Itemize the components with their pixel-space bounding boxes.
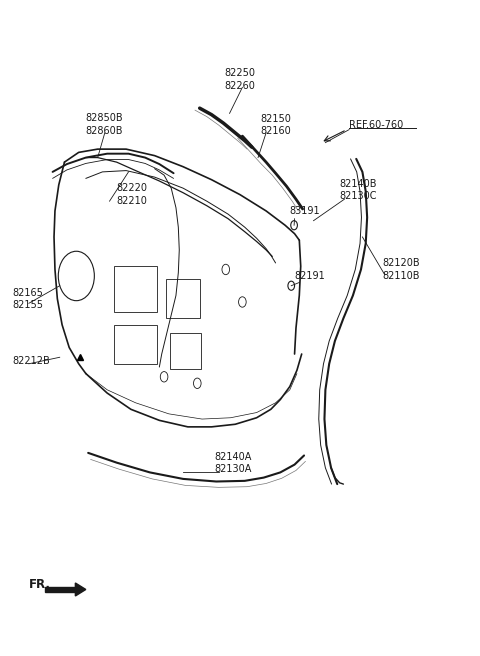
Text: 82150
82160: 82150 82160 [261, 114, 291, 136]
Polygon shape [75, 583, 86, 596]
Text: 82220
82210: 82220 82210 [117, 184, 148, 206]
Bar [167, 279, 200, 318]
Text: 82850B
82860B: 82850B 82860B [86, 113, 123, 136]
Text: 82250
82260: 82250 82260 [225, 68, 255, 91]
Text: 83191: 83191 [290, 206, 321, 216]
Text: 82120B
82110B: 82120B 82110B [383, 258, 420, 281]
Text: 82165
82155: 82165 82155 [12, 287, 43, 310]
Polygon shape [46, 587, 76, 592]
Text: FR.: FR. [29, 579, 51, 592]
Text: 82212B: 82212B [12, 356, 50, 365]
Text: 82140A
82130A: 82140A 82130A [214, 452, 252, 474]
Bar [170, 333, 201, 369]
Text: 82191: 82191 [295, 271, 325, 281]
Text: 82140B
82130C: 82140B 82130C [340, 179, 377, 201]
Bar [114, 266, 157, 312]
Bar [114, 325, 157, 364]
Text: REF.60-760: REF.60-760 [349, 120, 403, 130]
